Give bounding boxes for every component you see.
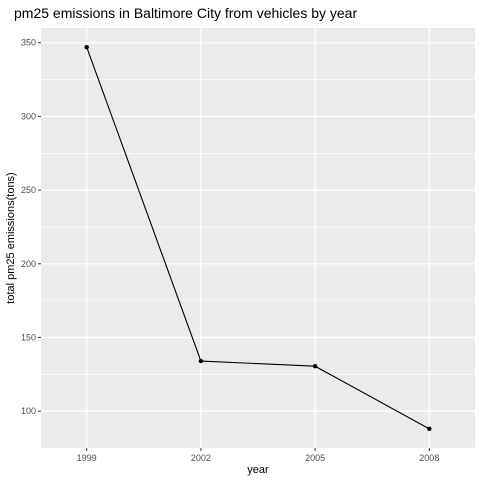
y-tick-label: 250: [21, 185, 36, 195]
x-tick-label: 2008: [419, 453, 439, 463]
data-point: [427, 427, 431, 431]
y-tick-label: 300: [21, 111, 36, 121]
x-axis-ticks: 1999 2002 2005 2008: [77, 448, 440, 463]
y-axis-ticks: 100 150 200 250 300 350: [21, 38, 41, 416]
data-point: [84, 45, 88, 49]
y-axis-title: total pm25 emissions(tons): [5, 172, 17, 303]
y-tick-label: 150: [21, 332, 36, 342]
x-tick-label: 2005: [305, 453, 325, 463]
y-tick-label: 350: [21, 38, 36, 48]
plot-panel: [41, 28, 475, 448]
data-point: [199, 359, 203, 363]
x-tick-label: 2002: [191, 453, 211, 463]
y-tick-label: 100: [21, 406, 36, 416]
x-axis-title: year: [247, 464, 269, 476]
y-tick-label: 200: [21, 259, 36, 269]
chart-title: pm25 emissions in Baltimore City from ve…: [14, 5, 357, 21]
x-tick-label: 1999: [77, 453, 97, 463]
data-point: [313, 364, 317, 368]
